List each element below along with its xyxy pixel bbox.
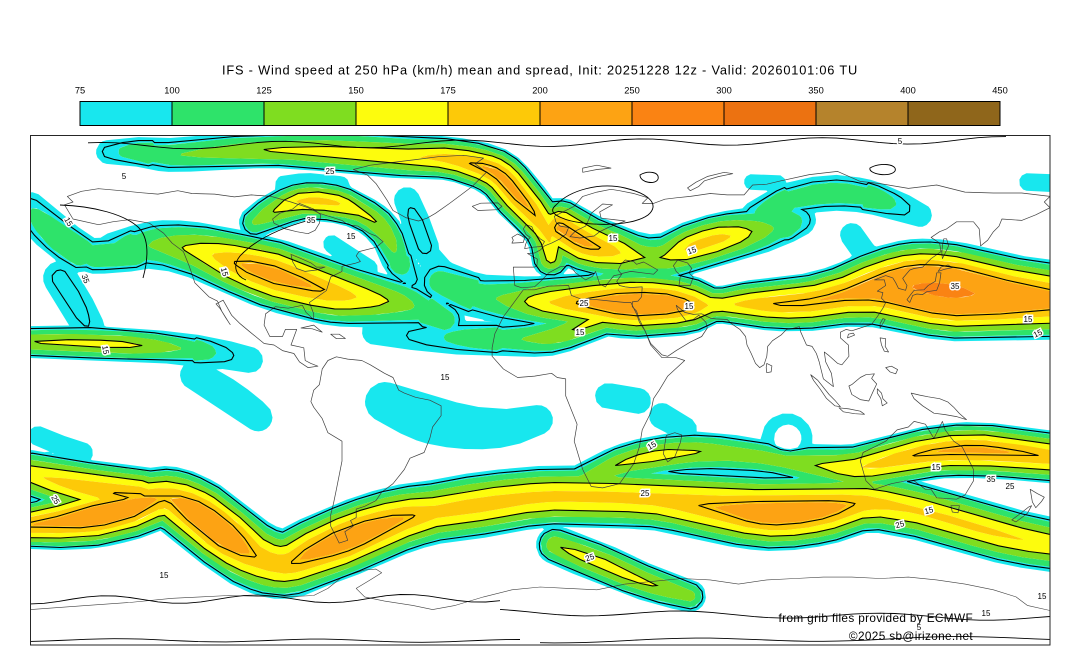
svg-text:15: 15 [1038, 592, 1047, 601]
svg-text:15: 15 [685, 302, 694, 311]
svg-text:5: 5 [122, 172, 127, 181]
svg-text:15: 15 [982, 609, 991, 618]
svg-text:125: 125 [256, 86, 272, 96]
svg-text:35: 35 [307, 216, 316, 225]
svg-text:15: 15 [1024, 315, 1033, 324]
svg-text:25: 25 [580, 299, 589, 308]
svg-text:IFS - Wind speed at 250 hPa (k: IFS - Wind speed at 250 hPa (km/h) mean … [222, 63, 858, 78]
svg-text:35: 35 [951, 282, 960, 291]
svg-text:15: 15 [609, 234, 618, 243]
svg-text:15: 15 [932, 463, 941, 472]
svg-text:25: 25 [1006, 482, 1015, 491]
svg-text:15: 15 [441, 373, 450, 382]
svg-text:15: 15 [160, 571, 169, 580]
svg-text:25: 25 [326, 167, 335, 176]
svg-text:15: 15 [100, 345, 111, 356]
svg-text:175: 175 [440, 86, 456, 96]
svg-text:300: 300 [716, 86, 732, 96]
svg-text:350: 350 [808, 86, 824, 96]
svg-text:250: 250 [624, 86, 640, 96]
svg-text:15: 15 [347, 232, 356, 241]
svg-text:150: 150 [348, 86, 364, 96]
svg-text:75: 75 [75, 86, 85, 96]
svg-text:5: 5 [898, 137, 903, 146]
svg-text:400: 400 [900, 86, 916, 96]
svg-text:5: 5 [917, 623, 922, 632]
svg-text:15: 15 [576, 328, 585, 337]
svg-text:100: 100 [164, 86, 180, 96]
svg-text:35: 35 [987, 475, 996, 484]
svg-text:450: 450 [992, 86, 1008, 96]
svg-text:©2025 sb@irizone.net: ©2025 sb@irizone.net [849, 629, 973, 643]
svg-text:25: 25 [641, 489, 650, 498]
svg-text:from grib files provided by EC: from grib files provided by ECMWF [779, 611, 973, 625]
svg-text:200: 200 [532, 86, 548, 96]
